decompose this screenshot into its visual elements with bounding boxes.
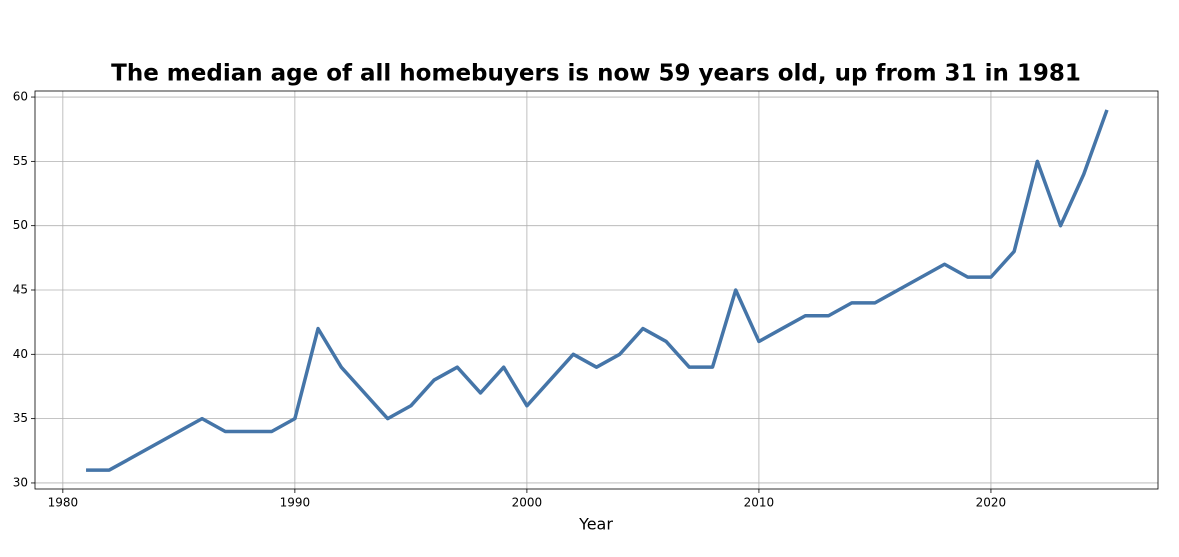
chart-title: The median age of all homebuyers is now …	[111, 61, 1081, 87]
y-tick-label: 60	[13, 90, 28, 104]
x-tick-label: 1980	[48, 496, 79, 510]
x-tick-label: 2020	[976, 496, 1007, 510]
plot-frame	[34, 90, 1159, 490]
x-tick-label: 2010	[744, 496, 775, 510]
y-tick-label: 45	[13, 283, 28, 297]
y-tick-label: 50	[13, 218, 28, 232]
x-tick-label: 2000	[512, 496, 543, 510]
x-axis-label: Year	[578, 515, 613, 534]
y-tick-label: 35	[13, 411, 28, 425]
y-tick-label: 40	[13, 347, 28, 361]
y-tick-label: 55	[13, 154, 28, 168]
data-line	[86, 109, 1109, 472]
y-tick-label: 30	[13, 475, 28, 489]
x-tick-label: 1990	[280, 496, 311, 510]
